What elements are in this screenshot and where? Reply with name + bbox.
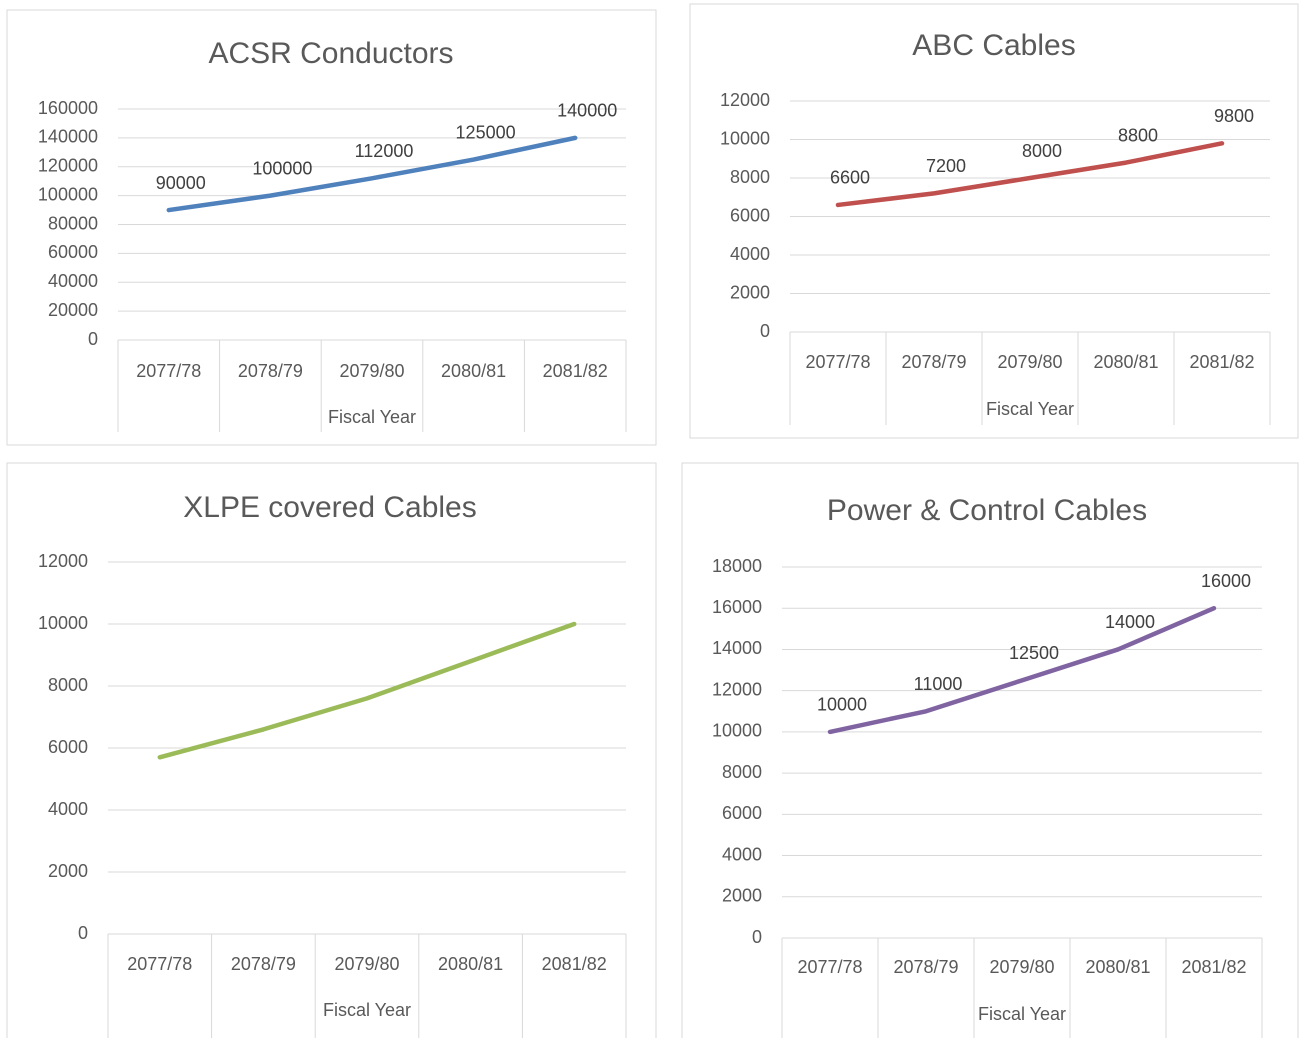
data-label: 9800 xyxy=(1214,106,1254,126)
y-tick-label: 0 xyxy=(752,927,762,947)
x-tick-label: 2080/81 xyxy=(441,361,506,381)
series-line xyxy=(166,135,578,213)
data-label: 8000 xyxy=(1022,141,1062,161)
data-label: 112000 xyxy=(355,141,414,161)
y-tick-label: 0 xyxy=(88,329,98,349)
x-tick-label: 2081/82 xyxy=(542,954,607,974)
x-tick-label: 2078/79 xyxy=(901,352,966,372)
y-tick-label: 14000 xyxy=(712,638,762,658)
data-label: 140000 xyxy=(557,101,617,121)
chart-title: Power & Control Cables xyxy=(827,494,1147,527)
data-label: 8800 xyxy=(1118,125,1158,145)
y-tick-label: 0 xyxy=(760,321,770,341)
series-line xyxy=(157,621,577,760)
y-tick-label: 4000 xyxy=(722,844,762,864)
y-tick-label: 10000 xyxy=(720,128,770,148)
data-label: 6600 xyxy=(830,168,870,188)
data-label: 16000 xyxy=(1201,571,1251,591)
y-tick-label: 12000 xyxy=(38,551,88,571)
chart-title: ABC Cables xyxy=(912,29,1075,62)
y-tick-label: 12000 xyxy=(712,679,762,699)
x-tick-label: 2080/81 xyxy=(1093,352,1158,372)
x-tick-label: 2080/81 xyxy=(438,954,503,974)
series-line xyxy=(827,605,1217,735)
y-tick-label: 100000 xyxy=(38,184,98,204)
chart-frame xyxy=(6,9,657,446)
y-tick-label: 4000 xyxy=(730,244,770,264)
y-tick-label: 40000 xyxy=(48,271,98,291)
x-axis-label: Fiscal Year xyxy=(978,1004,1066,1024)
x-tick-label: 2078/79 xyxy=(893,957,958,977)
data-label: 7200 xyxy=(926,156,966,176)
x-tick-label: 2077/78 xyxy=(805,352,870,372)
x-tick-label: 2078/79 xyxy=(238,361,303,381)
x-tick-label: 2079/80 xyxy=(997,352,1062,372)
x-axis-label: Fiscal Year xyxy=(328,407,416,427)
data-label: 10000 xyxy=(817,695,867,715)
y-tick-label: 4000 xyxy=(48,799,88,819)
y-tick-label: 10000 xyxy=(712,721,762,741)
y-tick-label: 8000 xyxy=(48,675,88,695)
y-tick-label: 20000 xyxy=(48,300,98,320)
y-tick-label: 6000 xyxy=(48,737,88,757)
data-label: 90000 xyxy=(156,173,206,193)
x-tick-label: 2078/79 xyxy=(231,954,296,974)
y-tick-label: 2000 xyxy=(730,282,770,302)
x-tick-label: 2080/81 xyxy=(1085,957,1150,977)
y-tick-label: 2000 xyxy=(722,886,762,906)
y-tick-label: 120000 xyxy=(38,156,98,176)
y-tick-label: 140000 xyxy=(38,127,98,147)
x-axis-label: Fiscal Year xyxy=(323,1000,411,1020)
x-tick-label: 2079/80 xyxy=(989,957,1054,977)
x-axis-label: Fiscal Year xyxy=(986,399,1074,419)
y-tick-label: 18000 xyxy=(712,556,762,576)
x-tick-label: 2081/82 xyxy=(543,361,608,381)
x-tick-label: 2077/78 xyxy=(797,957,862,977)
chart-frame xyxy=(6,462,657,1038)
y-tick-label: 2000 xyxy=(48,861,88,881)
x-tick-label: 2081/82 xyxy=(1189,352,1254,372)
y-tick-label: 60000 xyxy=(48,242,98,262)
y-tick-label: 12000 xyxy=(720,90,770,110)
y-tick-label: 6000 xyxy=(722,803,762,823)
x-tick-label: 2079/80 xyxy=(339,361,404,381)
x-tick-label: 2079/80 xyxy=(334,954,399,974)
x-tick-label: 2077/78 xyxy=(136,361,201,381)
y-tick-label: 0 xyxy=(78,923,88,943)
chart-title: ACSR Conductors xyxy=(208,37,453,70)
y-tick-label: 80000 xyxy=(48,213,98,233)
chart-frame xyxy=(681,462,1299,1038)
x-tick-label: 2077/78 xyxy=(127,954,192,974)
data-label: 125000 xyxy=(456,122,516,142)
data-label: 100000 xyxy=(252,158,312,178)
x-tick-label: 2081/82 xyxy=(1181,957,1246,977)
series-line xyxy=(835,141,1225,208)
data-label: 12500 xyxy=(1009,643,1059,663)
chart-frame xyxy=(689,3,1299,439)
y-tick-label: 160000 xyxy=(38,98,98,118)
y-tick-label: 16000 xyxy=(712,597,762,617)
y-tick-label: 10000 xyxy=(38,613,88,633)
data-label: 14000 xyxy=(1105,612,1155,632)
y-tick-label: 8000 xyxy=(730,167,770,187)
y-tick-label: 6000 xyxy=(730,205,770,225)
data-label: 11000 xyxy=(914,674,963,694)
chart-title: XLPE covered Cables xyxy=(183,491,477,524)
y-tick-label: 8000 xyxy=(722,762,762,782)
